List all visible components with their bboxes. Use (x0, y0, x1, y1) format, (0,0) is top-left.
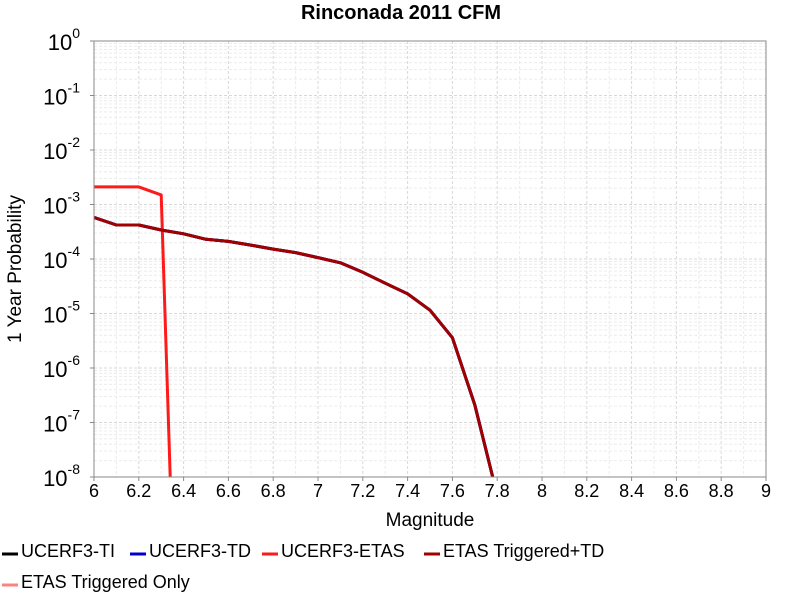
y-tick-label: 10-8 (43, 461, 80, 491)
grid (93, 41, 767, 478)
series-line-ucerf3-etas (94, 185, 172, 478)
y-tick-label: 100 (48, 25, 80, 55)
y-tick-label: 10-7 (43, 407, 80, 437)
x-tick-label: 8.4 (619, 481, 644, 501)
legend: UCERF3-TI UCERF3-TD UCERF3-ETAS ETAS Trigge… (2, 541, 604, 592)
x-tick-label: 8.8 (709, 481, 734, 501)
x-axis-ticks: 6 6.2 6.4 6.6 6.8 7 7.2 7.4 7.6 7.8 8 8.2 8.4 8.6 8.8 9 (89, 477, 771, 501)
y-tick-label: 10-4 (43, 243, 80, 273)
y-tick-label: 10-3 (43, 189, 80, 219)
chart-title: Rinconada 2011 CFM (301, 2, 501, 24)
x-tick-label: 6.8 (261, 481, 286, 501)
y-axis-label: 1 Year Probability (5, 195, 26, 343)
x-tick-label: 7 (313, 481, 323, 501)
y-tick-label: 10-2 (43, 134, 80, 164)
x-tick-label: 8 (537, 481, 547, 501)
x-tick-label: 9 (761, 481, 771, 501)
legend-label-ucerf3-etas: UCERF3-ETAS (281, 541, 405, 561)
x-tick-label: 6.2 (126, 481, 151, 501)
x-tick-label: 7.2 (350, 481, 375, 501)
x-tick-label: 8.6 (664, 481, 689, 501)
x-axis-label: Magnitude (386, 510, 475, 531)
x-tick-label: 7.8 (485, 481, 510, 501)
x-tick-label: 7.4 (395, 481, 420, 501)
series-line-etas-triggered-td (93, 215, 495, 478)
series-layer (93, 185, 495, 478)
y-axis-ticks: 100 10-1 10-2 10-3 10-4 10-5 10-6 10-7 10-8 (43, 25, 94, 491)
y-tick-label: 10-6 (43, 352, 80, 382)
x-tick-label: 6.6 (216, 481, 241, 501)
legend-label-etas-triggered-only: ETAS Triggered Only (21, 572, 190, 592)
x-tick-label: 6 (89, 481, 99, 501)
x-tick-label: 6.4 (171, 481, 196, 501)
legend-label-ucerf3-ti: UCERF3-TI (21, 541, 115, 561)
legend-label-ucerf3-td: UCERF3-TD (149, 541, 251, 561)
y-tick-label: 10-5 (43, 298, 80, 328)
x-tick-label: 7.6 (440, 481, 465, 501)
x-tick-label: 8.2 (574, 481, 599, 501)
legend-label-etas-triggered-td: ETAS Triggered+TD (443, 541, 604, 561)
y-tick-label: 10-1 (43, 80, 80, 110)
